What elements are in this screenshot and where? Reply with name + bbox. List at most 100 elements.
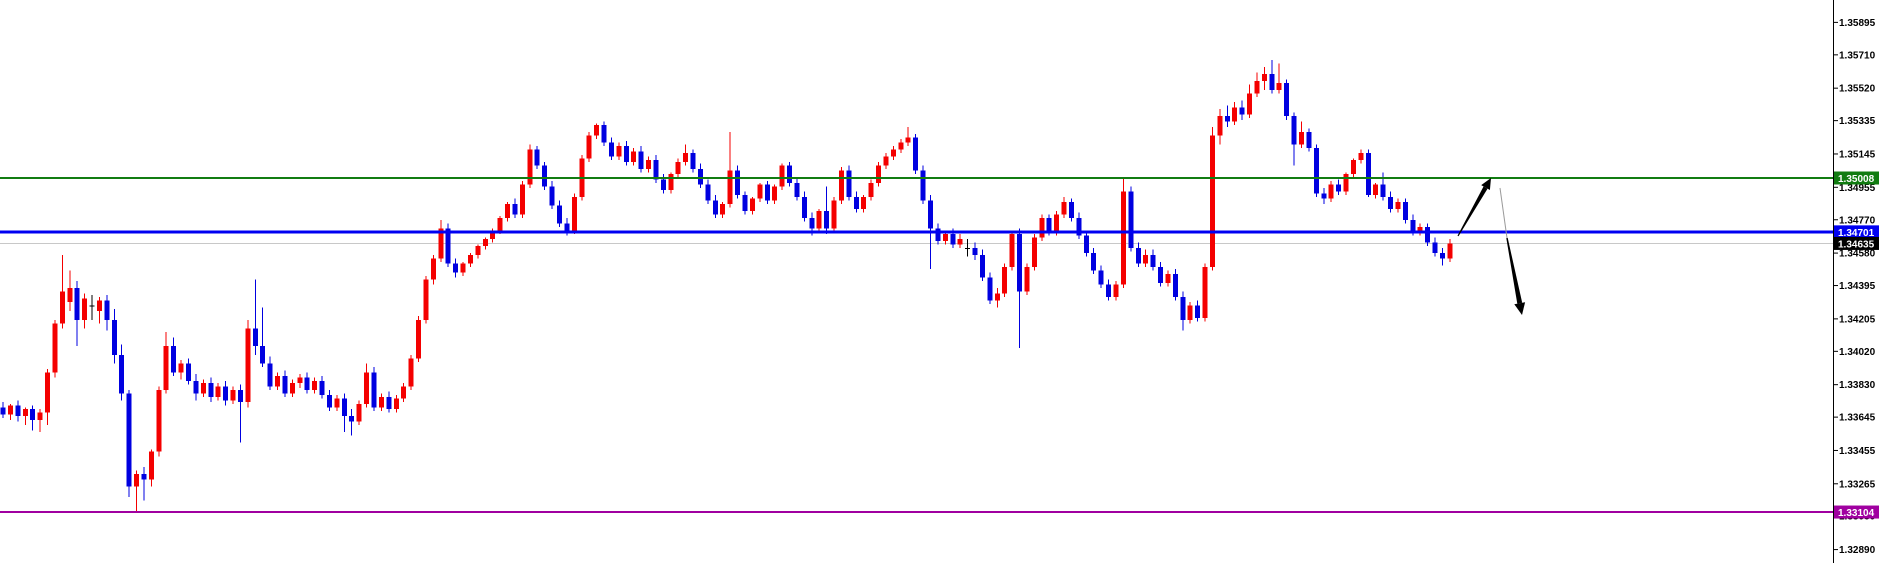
bear-candle [735, 165, 741, 199]
candle-body [1358, 153, 1364, 161]
bear-candle [186, 358, 191, 385]
bear-candle [542, 161, 548, 190]
bull-candle [1031, 233, 1037, 271]
bear-candle [638, 146, 644, 173]
bull-candle [1343, 172, 1349, 196]
bull-candle [1276, 63, 1282, 94]
bull-candle [312, 377, 318, 394]
price-tick-label: 1.34955 [1839, 183, 1876, 194]
bull-candle [1395, 198, 1401, 213]
candle-body [1031, 237, 1037, 268]
bull-candle [423, 275, 429, 324]
bull-candle [957, 233, 963, 248]
candle-body [653, 160, 659, 180]
candle-body [675, 161, 681, 175]
bull-candle [289, 379, 295, 397]
bull-candle [505, 202, 511, 222]
candle-body [742, 195, 748, 211]
bear-candle [1180, 291, 1186, 331]
bear-candle [349, 409, 355, 436]
bear-candle [30, 405, 36, 431]
candle-body [1388, 196, 1394, 210]
bull-candle [898, 139, 904, 154]
bull-candle [22, 407, 28, 426]
candle-body [453, 263, 459, 273]
bull-candle [527, 144, 533, 189]
bull-candle [460, 261, 466, 276]
bull-candle [297, 374, 303, 389]
bull-candle [646, 156, 652, 173]
price-label-text: 1.33104 [1838, 508, 1875, 519]
candle-body [1068, 202, 1074, 218]
bear-candle [119, 344, 125, 401]
bull-candle [586, 132, 592, 162]
bear-candle [386, 391, 392, 413]
candle-body [601, 125, 607, 143]
bull-candle [1202, 263, 1208, 322]
candle-body [1299, 132, 1304, 145]
bear-candle [1135, 242, 1141, 268]
candle-body [1076, 218, 1082, 236]
bear-candle [208, 377, 214, 403]
candle-body [1321, 193, 1327, 199]
bear-candle [1306, 128, 1312, 152]
candle-body [1395, 202, 1401, 210]
candle-body [623, 146, 629, 162]
bullish-projection-arrow[interactable] [1457, 178, 1492, 237]
bear-candle [935, 223, 941, 245]
doji-candle [89, 295, 95, 320]
price-tick-label: 1.34020 [1839, 347, 1876, 358]
candle-body [801, 196, 807, 218]
bear-candle [445, 223, 451, 268]
candle-body [905, 137, 911, 143]
bear-candle [534, 146, 540, 169]
candle-body [846, 170, 852, 197]
candle-body [1239, 107, 1245, 115]
bear-candle [601, 121, 607, 147]
candle-body [727, 170, 733, 204]
bull-candle [571, 193, 577, 234]
bull-candle [831, 196, 837, 233]
candle-body [445, 228, 451, 264]
candle-body [987, 277, 993, 301]
bear-candle [623, 140, 629, 166]
bull-candle [482, 237, 488, 250]
price-tick-label: 1.35145 [1839, 149, 1876, 160]
bull-candle [334, 395, 340, 411]
bear-candle [1365, 149, 1371, 197]
candle-body [104, 300, 110, 320]
candle-body [111, 319, 117, 355]
bull-candle [37, 409, 43, 433]
candle-body [1120, 191, 1126, 285]
candle-body [1269, 74, 1275, 90]
bull-candle [868, 179, 874, 201]
bear-candle [1150, 249, 1156, 271]
candle-body [1202, 267, 1208, 318]
candle-body [401, 386, 407, 399]
price-label-text: 1.34701 [1838, 228, 1875, 239]
candle-body [67, 288, 73, 303]
bearish-projection-arrow[interactable] [1499, 187, 1526, 315]
bull-candle [838, 167, 844, 204]
candle-body [119, 354, 125, 394]
bear-candle [1402, 198, 1408, 224]
candle-body [779, 165, 785, 187]
candle-body [1417, 226, 1423, 233]
price-axis[interactable]: 1.35895 1.35710 1.35520 1.35335 1.35145 1.349… [1833, 0, 1879, 563]
candle-body [260, 346, 266, 364]
candle-body [935, 228, 941, 241]
price-label-box [1834, 171, 1879, 185]
bull-candle [438, 219, 444, 262]
green-resistance-line-label: 1.35008 [1834, 171, 1879, 185]
candle-body [994, 293, 1000, 301]
candle-body [1276, 82, 1282, 90]
bear-candle [1432, 237, 1438, 257]
bull-candle [905, 126, 911, 147]
bull-candle [178, 360, 184, 380]
bear-candle [1172, 268, 1178, 301]
candle-body [534, 149, 540, 166]
candle-body [223, 386, 229, 401]
candle-body [334, 398, 340, 408]
candle-body [787, 165, 793, 183]
